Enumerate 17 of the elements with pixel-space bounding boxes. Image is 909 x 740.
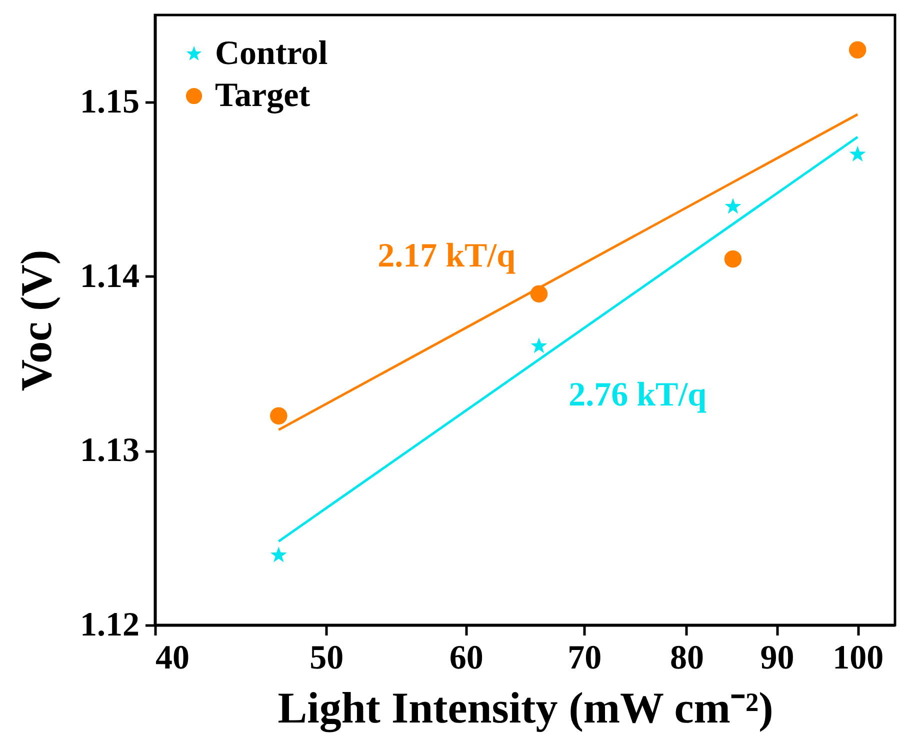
y-tick-label: 1.15 <box>80 84 140 121</box>
x-axis-title: Light Intensity (mW cm⁻²) <box>278 684 774 732</box>
x-tick-label: 50 <box>310 640 344 676</box>
y-tick-label: 1.12 <box>80 606 140 644</box>
annotation: 2.17 kT/q <box>378 237 516 274</box>
y-axis-title: Voc (V) <box>12 250 61 392</box>
annotation: 2.76 kT/q <box>568 376 707 414</box>
x-tick-label: 80 <box>670 640 704 676</box>
y-tick-label: 1.14 <box>80 258 140 295</box>
legend-label: Control <box>215 35 328 72</box>
x-tick-label: 40 <box>156 640 190 676</box>
x-tick-label: 100 <box>832 640 884 676</box>
x-tick-label: 90 <box>760 640 794 676</box>
x-tick-label: 70 <box>568 640 602 676</box>
x-tick-label: 60 <box>449 640 484 676</box>
y-tick-label: 1.13 <box>80 432 140 470</box>
legend-label: Target <box>215 77 311 114</box>
